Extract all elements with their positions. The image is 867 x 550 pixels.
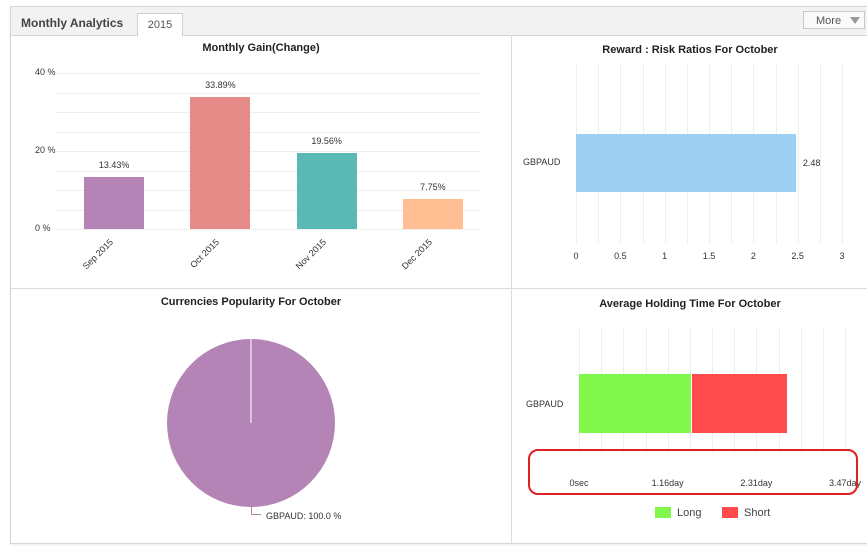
monthly-gain-title: Monthly Gain(Change) <box>202 42 320 54</box>
hold-category-label: GBPAUD <box>526 399 564 409</box>
highlight-annotation <box>528 449 858 495</box>
ratio-category-label: GBPAUD <box>523 157 561 167</box>
gain-gridline <box>56 209 481 211</box>
gain-value-label: 7.75% <box>420 181 446 192</box>
gain-gridline <box>56 229 481 230</box>
ratio-xtick-label: 3 <box>839 251 845 261</box>
gain-category-label: Oct 2015 <box>188 237 222 270</box>
gain-value-label: 13.43% <box>98 159 130 170</box>
gain-gridline <box>56 190 481 191</box>
ratio-gridline <box>842 63 843 243</box>
ratio-gridline <box>797 63 799 243</box>
gain-bar[interactable] <box>190 96 251 229</box>
gain-value-label: 19.56% <box>311 135 342 146</box>
hold-xtick-label: 1.16day <box>651 478 684 488</box>
hold-xtick-label: 2.31day <box>740 478 773 488</box>
reward-risk-title: Reward : Risk Ratios For October <box>602 44 778 56</box>
ratio-xtick-label: 1 <box>662 251 668 261</box>
gain-category-label: Nov 2015 <box>293 237 328 272</box>
ratio-xtick-label: 0.5 <box>614 251 627 261</box>
ratio-gridline <box>819 63 821 243</box>
hold-xtick-label: 3.47day <box>828 478 862 488</box>
gain-ytick-label: 40 % <box>35 67 56 77</box>
ratio-value-label: 2.48 <box>802 158 821 168</box>
more-label: More <box>816 15 842 27</box>
pie-leader-line <box>251 504 252 514</box>
monthly-analytics-panel: Monthly Analytics 2015 More Monthly Gain… <box>10 6 867 544</box>
gain-gridline <box>56 151 481 152</box>
gain-bar[interactable] <box>84 176 145 229</box>
gain-bar[interactable] <box>296 152 357 229</box>
gain-bar[interactable] <box>402 198 463 229</box>
gain-value-label: 33.89% <box>205 79 236 90</box>
ratio-bar[interactable] <box>576 134 796 192</box>
holding-time-title: Average Holding Time For October <box>599 298 781 310</box>
ratio-xtick-label: 1.5 <box>702 251 716 261</box>
legend-long-swatch <box>655 507 671 518</box>
gain-gridline <box>56 92 481 94</box>
panel-header: Monthly Analytics 2015 More <box>11 7 867 36</box>
gain-ytick-label: 20 % <box>35 145 56 155</box>
gain-gridline <box>56 112 481 113</box>
gain-gridline <box>56 73 481 74</box>
ratio-xtick-label: 2 <box>750 251 756 261</box>
legend-long-label[interactable]: Long <box>677 507 702 519</box>
hold-xtick-label: 0sec <box>569 478 589 488</box>
ratio-xtick-label: 2.5 <box>791 251 804 261</box>
legend-short-label[interactable]: Short <box>744 507 771 519</box>
pie-leader-line-h <box>251 514 261 515</box>
tab-2015[interactable]: 2015 <box>137 13 183 36</box>
legend-short-swatch <box>722 507 738 518</box>
currencies-pie-chart <box>167 339 335 507</box>
more-dropdown[interactable]: More <box>803 11 865 29</box>
horizontal-divider <box>11 288 867 289</box>
gain-gridline <box>56 131 481 133</box>
gain-category-label: Dec 2015 <box>399 237 434 272</box>
chevron-down-icon <box>850 17 860 24</box>
hold-bar-short[interactable] <box>691 374 788 433</box>
gain-ytick-label: 0 % <box>35 223 51 233</box>
ratio-xtick-label: 0 <box>573 251 579 261</box>
hold-gridline <box>800 327 802 452</box>
currencies-popularity-title: Currencies Popularity For October <box>160 296 342 308</box>
pie-slice-label: GBPAUD: 100.0 % <box>266 511 342 521</box>
hold-bar-long[interactable] <box>579 374 692 433</box>
hold-gridline <box>822 327 824 452</box>
gain-category-label: Sep 2015 <box>80 237 116 272</box>
panel-title: Monthly Analytics <box>21 16 124 30</box>
vertical-divider <box>511 35 512 543</box>
gain-gridline <box>56 170 481 172</box>
hold-gridline <box>845 327 846 452</box>
